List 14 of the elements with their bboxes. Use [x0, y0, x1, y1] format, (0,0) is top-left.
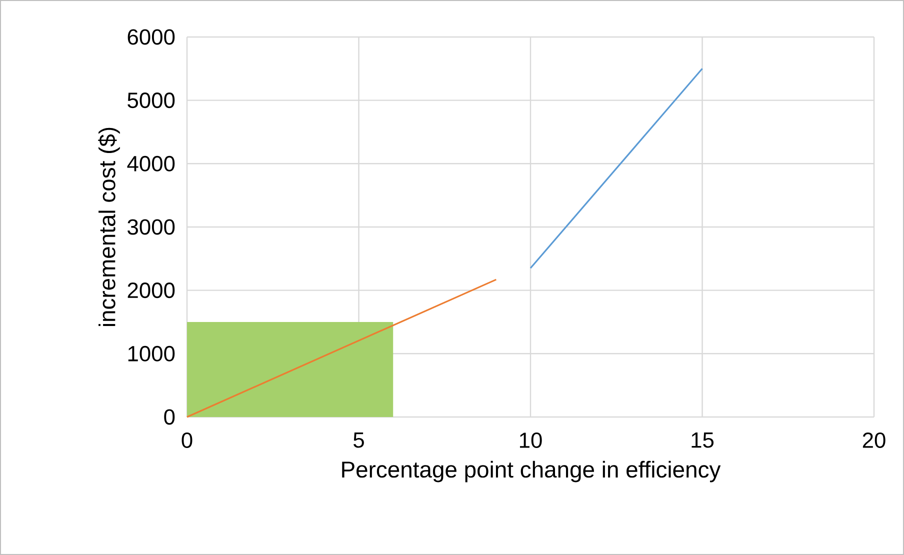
x-axis-title: Percentage point change in efficiency: [342, 460, 721, 482]
x-tick-label: 15: [692, 432, 714, 448]
x-tick-label: 20: [862, 432, 886, 448]
x-tick-label: 0: [182, 432, 192, 448]
x-tick-label: 5: [354, 432, 364, 448]
x-tick-label: 10: [520, 432, 542, 448]
y-tick-label: 6000: [128, 29, 175, 45]
y-tick-label: 2000: [128, 282, 175, 298]
y-tick-label: 0: [164, 409, 175, 425]
y-axis-title: incremental cost ($): [98, 128, 120, 326]
y-tick-label: 3000: [128, 219, 175, 235]
y-tick-label: 5000: [128, 92, 175, 108]
y-tick-label: 4000: [127, 156, 175, 172]
y-tick-label: 1000: [128, 346, 175, 362]
